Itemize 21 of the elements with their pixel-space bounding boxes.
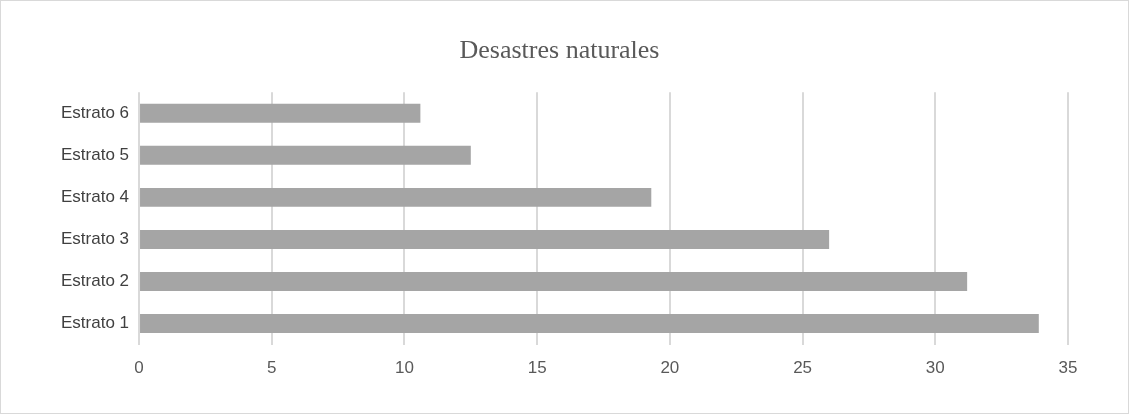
x-tick-label: 5: [267, 358, 277, 378]
chart-title: Desastres naturales: [459, 35, 660, 65]
y-tick-label: Estrato 1: [60, 313, 130, 333]
bar: [140, 103, 421, 123]
y-tick-label: Estrato 3: [60, 229, 130, 249]
y-tick-label: Estrato 4: [60, 187, 130, 207]
x-tick-label: 35: [1058, 358, 1078, 378]
x-tick-label: 25: [793, 358, 813, 378]
y-tick-label: Estrato 6: [60, 102, 130, 122]
bar: [140, 272, 968, 291]
y-tick-label: Estrato 5: [60, 144, 130, 164]
x-tick-label: 10: [394, 358, 414, 378]
y-tick-label: Estrato 2: [60, 271, 130, 291]
x-tick-label: 0: [134, 358, 144, 378]
bar: [140, 145, 471, 165]
x-tick-label: 15: [527, 358, 547, 378]
x-tick-label: 30: [925, 358, 945, 378]
bar: [140, 187, 652, 207]
bar: [140, 314, 1039, 334]
bar: [140, 229, 830, 249]
x-tick-label: 20: [660, 358, 680, 378]
